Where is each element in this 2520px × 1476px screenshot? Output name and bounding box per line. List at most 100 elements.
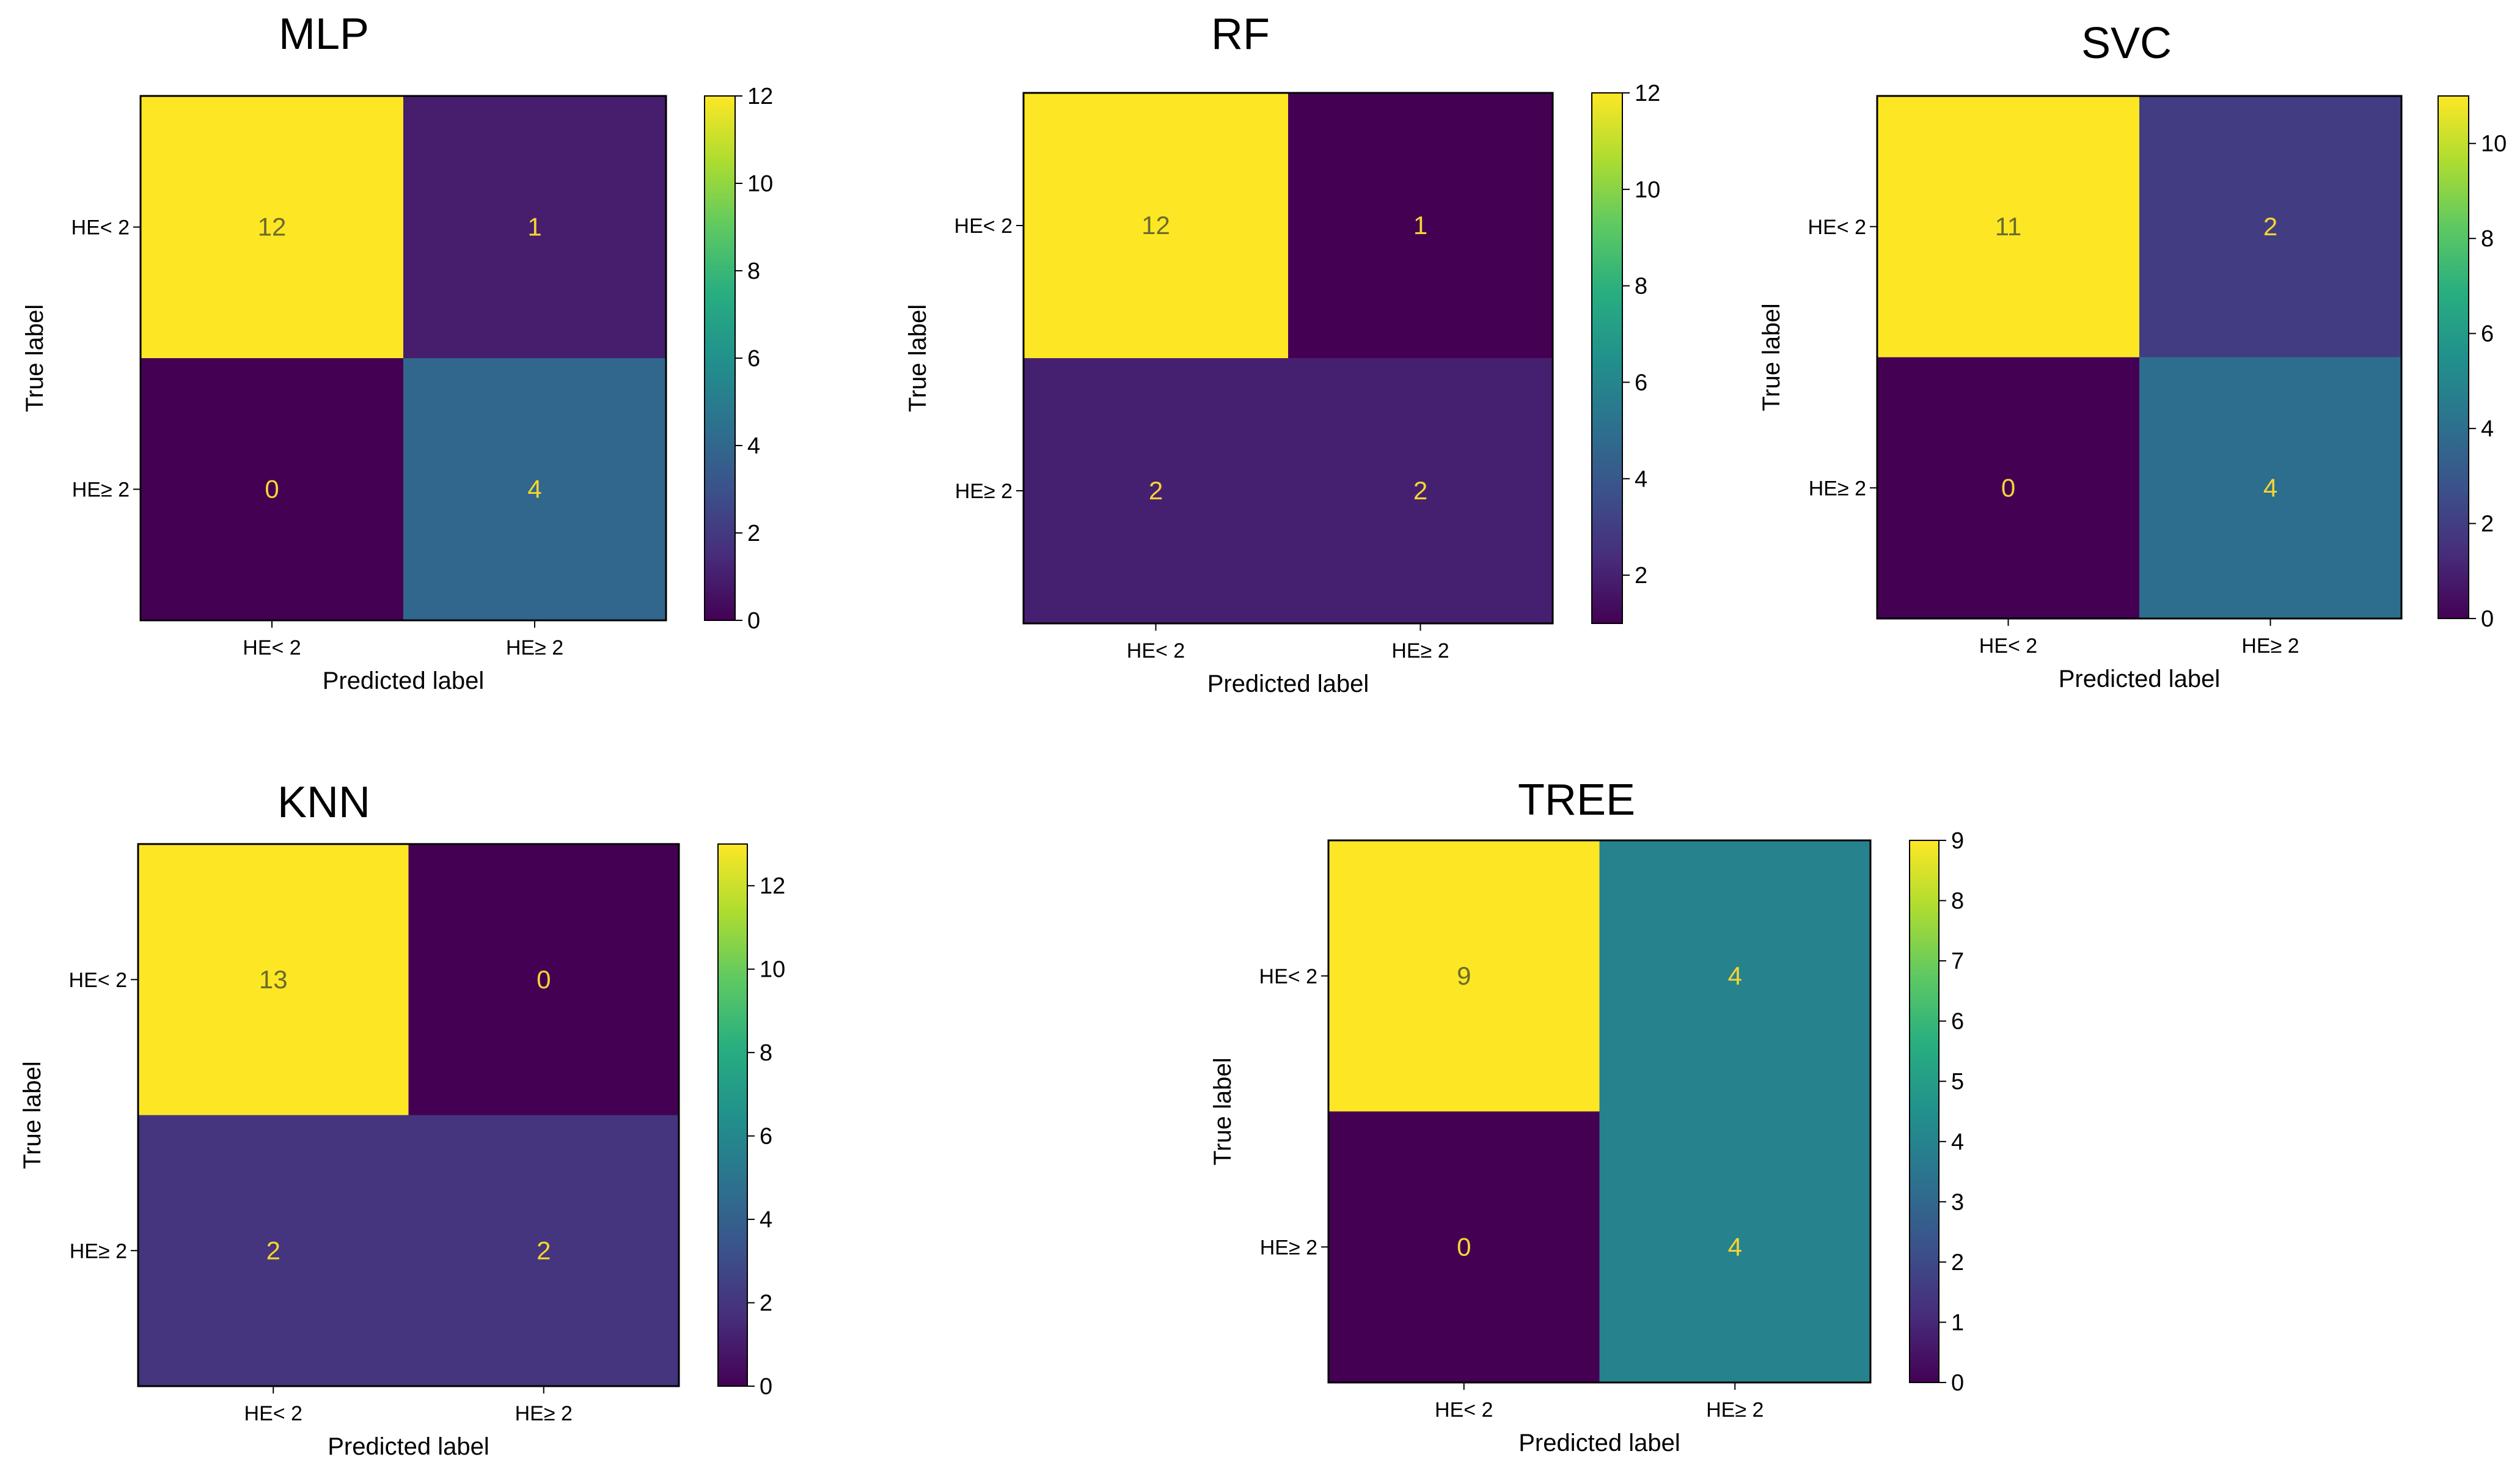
- matrix-frame: [1327, 839, 1872, 1384]
- cell-value-label: 11: [1995, 212, 2022, 241]
- matrix-frame: [1876, 95, 2403, 620]
- panel-title: SVC: [2081, 19, 2172, 68]
- colorbar-tick-label: 4: [2481, 416, 2494, 442]
- colorbar-tick-label: 4: [760, 1207, 772, 1233]
- x-tick-label: HE< 2: [244, 1402, 302, 1425]
- colorbar-tick-label: 6: [1635, 370, 1647, 395]
- x-axis-label: Predicted label: [323, 667, 485, 694]
- colorbar-tick-label: 4: [747, 433, 760, 459]
- cell-value-label: 1: [527, 213, 541, 241]
- confusion-matrix-panel: TREE 9 4 0 4 HE< 2 HE≥ 2 HE< 2 HE≥ 2 Predicted la…: [1209, 776, 1964, 1456]
- colorbar-tick-label: 8: [1951, 889, 1964, 914]
- colorbar-tick-label: 12: [760, 873, 785, 899]
- y-tick-label: HE≥ 2: [955, 480, 1013, 503]
- matrix-cell: [138, 1115, 409, 1386]
- cell-value-label: 2: [1413, 476, 1427, 505]
- colorbar-tick-label: 2: [1951, 1250, 1964, 1276]
- matrix-cell: [1288, 358, 1553, 623]
- matrix-cell: [403, 358, 666, 620]
- x-axis-label: Predicted label: [1207, 670, 1369, 697]
- cell-value-label: 12: [258, 213, 287, 241]
- colorbar-tick-label: 3: [1951, 1189, 1964, 1215]
- matrix-frame: [1022, 92, 1554, 625]
- colorbar: [2438, 95, 2469, 619]
- cell-value-label: 0: [537, 965, 551, 994]
- colorbar-tick-label: 9: [1951, 828, 1964, 854]
- matrix-cell: [2139, 357, 2401, 619]
- colorbar-tick-label: 0: [747, 608, 760, 634]
- x-tick-label: HE≥ 2: [506, 636, 563, 659]
- y-tick-label: HE< 2: [69, 969, 127, 992]
- y-tick-label: HE≥ 2: [70, 1239, 127, 1263]
- y-tick-label: HE≥ 2: [1809, 477, 1866, 500]
- colorbar-tick-label: 0: [1951, 1370, 1964, 1396]
- colorbar-tick-label: 2: [2481, 512, 2494, 537]
- cell-value-label: 13: [259, 965, 288, 994]
- matrix-frame: [139, 95, 667, 622]
- cell-value-label: 2: [1149, 476, 1163, 505]
- cell-value-label: 4: [1728, 1232, 1742, 1261]
- colorbar: [1909, 840, 1939, 1383]
- colorbar-tick-label: 8: [747, 259, 760, 284]
- x-axis-label: Predicted label: [328, 1433, 489, 1460]
- matrix-cell: [1328, 840, 1600, 1112]
- x-tick-label: HE≥ 2: [2241, 634, 2299, 658]
- x-axis-label: Predicted label: [1518, 1430, 1680, 1456]
- colorbar-tick-label: 8: [1635, 274, 1647, 299]
- cell-value-label: 9: [1457, 961, 1471, 990]
- y-tick-label: HE< 2: [1259, 965, 1317, 988]
- colorbar-tick-label: 8: [760, 1040, 772, 1066]
- colorbar: [717, 843, 748, 1387]
- matrix-cell: [1599, 840, 1870, 1112]
- y-tick-label: HE≥ 2: [1260, 1236, 1317, 1259]
- matrix-cell: [1024, 358, 1288, 623]
- colorbar-tick-label: 4: [1635, 466, 1647, 492]
- colorbar-tick-label: 1: [1951, 1310, 1964, 1335]
- cell-value-label: 2: [2263, 212, 2277, 241]
- colorbar-tick-label: 6: [760, 1124, 772, 1150]
- panel-title: RF: [1211, 10, 1270, 59]
- matrix-cell: [138, 844, 409, 1115]
- colorbar-tick-label: 10: [1635, 177, 1660, 203]
- colorbar: [704, 95, 736, 621]
- cell-value-label: 0: [265, 475, 279, 504]
- colorbar-tick-label: 0: [2481, 606, 2494, 632]
- panel-title: MLP: [279, 10, 369, 59]
- x-tick-label: HE< 2: [1127, 639, 1185, 663]
- matrix-cell: [408, 1115, 679, 1386]
- colorbar-tick-label: 0: [760, 1374, 772, 1400]
- y-tick-label: HE< 2: [71, 216, 130, 240]
- matrix-frame: [137, 843, 680, 1387]
- matrix-cell: [1328, 1111, 1600, 1382]
- colorbar-tick-label: 10: [2481, 131, 2507, 157]
- x-tick-label: HE≥ 2: [515, 1402, 573, 1425]
- y-axis-label: True label: [1209, 1057, 1236, 1165]
- colorbar-tick-label: 7: [1951, 949, 1964, 974]
- matrix-cell: [1877, 96, 2139, 358]
- matrix-cell: [1288, 93, 1553, 358]
- colorbar-tick-label: 6: [2481, 321, 2494, 347]
- matrix-cell: [1599, 1111, 1870, 1382]
- x-tick-label: HE≥ 2: [1391, 639, 1449, 663]
- cell-value-label: 0: [2001, 473, 2015, 502]
- x-axis-label: Predicted label: [2059, 666, 2221, 692]
- matrix-cell: [141, 358, 403, 620]
- colorbar-tick-label: 2: [747, 521, 760, 546]
- colorbar-tick-label: 2: [1635, 563, 1647, 589]
- y-tick-label: HE< 2: [954, 215, 1013, 238]
- matrix-cell: [141, 96, 403, 358]
- confusion-matrix-panel: KNN 13 0 2 2 HE< 2 HE≥ 2 HE< 2 HE≥ 2 Predicted la…: [19, 778, 785, 1460]
- y-tick-label: HE≥ 2: [72, 479, 130, 502]
- confusion-matrix-panel: SVC 11 2 0 4 HE< 2 HE≥ 2 HE< 2 HE≥ 2 Predicted la…: [1758, 19, 2507, 692]
- cell-value-label: 0: [1457, 1232, 1471, 1261]
- cell-value-label: 1: [1413, 211, 1427, 240]
- y-axis-label: True label: [904, 304, 931, 412]
- panel-title: TREE: [1518, 776, 1635, 824]
- y-axis-label: True label: [1758, 303, 1785, 411]
- colorbar-tick-label: 12: [1635, 81, 1660, 106]
- colorbar-tick-label: 6: [1951, 1009, 1964, 1035]
- y-axis-label: True label: [21, 304, 48, 412]
- colorbar-tick-label: 2: [760, 1291, 772, 1316]
